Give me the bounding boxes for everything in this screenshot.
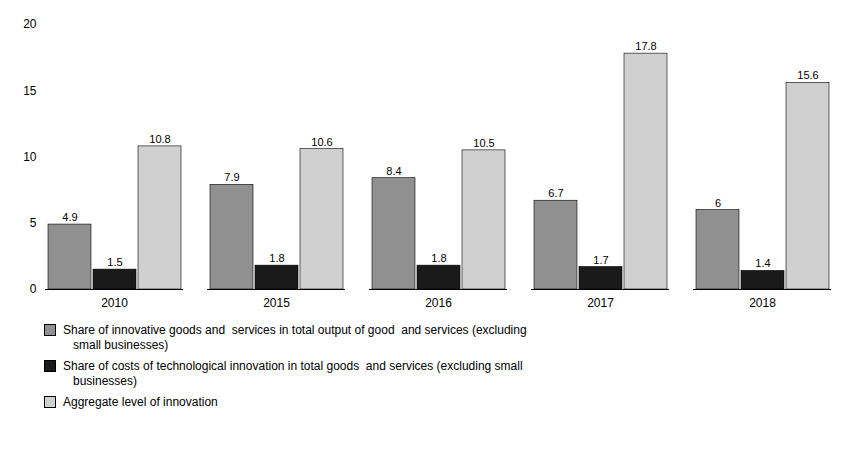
svg-text:1.4: 1.4 <box>755 257 770 269</box>
svg-text:1.5: 1.5 <box>107 256 122 268</box>
svg-text:1.8: 1.8 <box>431 252 446 264</box>
svg-text:0: 0 <box>30 282 37 296</box>
svg-text:2017: 2017 <box>587 296 614 310</box>
html-text:Share of costs of technologica: Share of costs of technological innovati… <box>63 359 523 388</box>
svg-text:20: 20 <box>23 17 37 31</box>
svg-text:8.4: 8.4 <box>386 165 401 177</box>
html-text:Share of innovative goods and: Share of innovative goods and services i… <box>63 323 527 352</box>
svg-text:10: 10 <box>23 150 37 164</box>
svg-text:5: 5 <box>30 216 37 230</box>
svg-text:1.7: 1.7 <box>593 253 608 265</box>
svg-text:2016: 2016 <box>425 296 452 310</box>
svg-text:2018: 2018 <box>749 296 776 310</box>
svg-text:10.8: 10.8 <box>149 133 170 145</box>
svg-text:15.6: 15.6 <box>797 69 818 81</box>
html-text:Aggregate level of innovation: Aggregate level of innovation <box>63 395 218 409</box>
svg-text:2010: 2010 <box>101 296 128 310</box>
svg-text:4.9: 4.9 <box>62 211 77 223</box>
svg-text:2015: 2015 <box>263 296 290 310</box>
svg-text:15: 15 <box>23 84 37 98</box>
svg-text:1.8: 1.8 <box>269 252 284 264</box>
svg-text:17.8: 17.8 <box>635 40 656 52</box>
svg-text:6.7: 6.7 <box>548 187 563 199</box>
svg-text:7.9: 7.9 <box>224 171 239 183</box>
svg-text:10.5: 10.5 <box>473 137 494 149</box>
svg-text:6: 6 <box>715 197 721 209</box>
svg-text:10.6: 10.6 <box>311 136 332 148</box>
